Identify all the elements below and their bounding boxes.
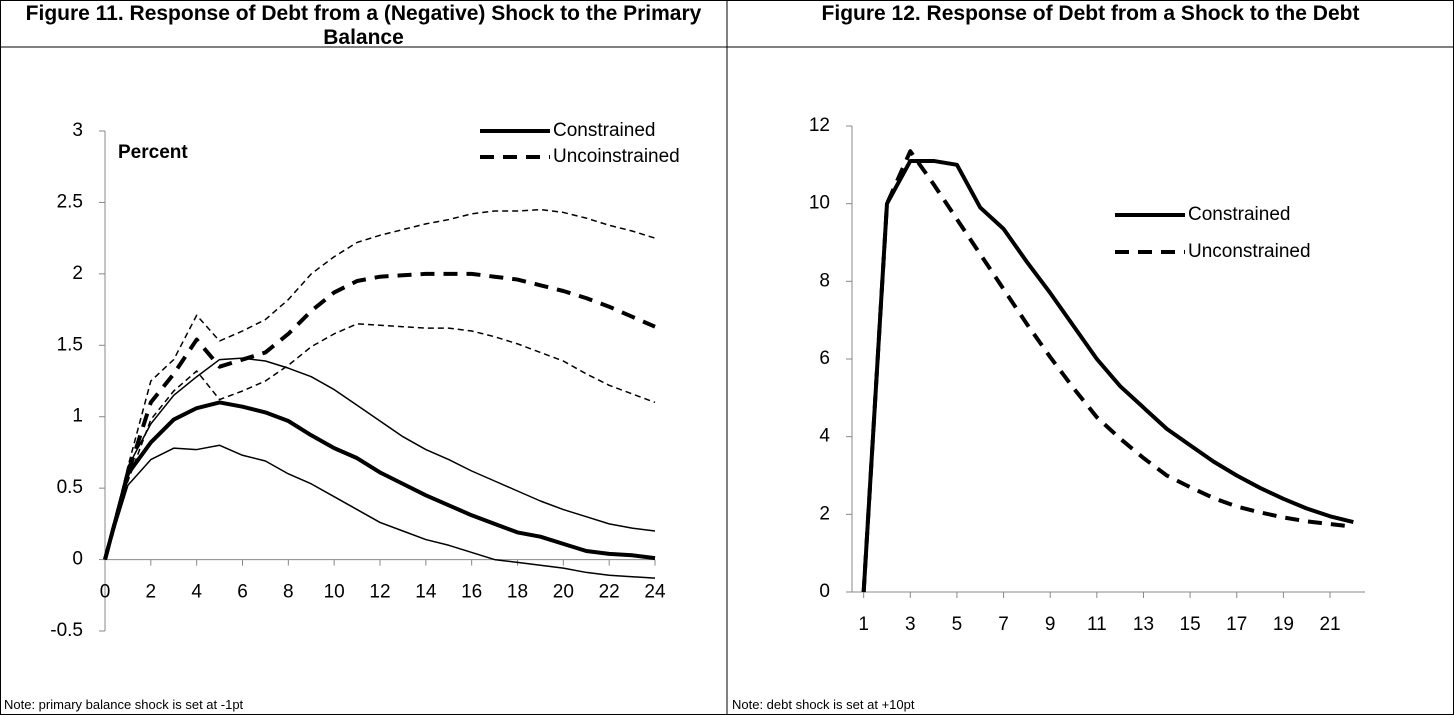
x-tick-label: 21: [1319, 614, 1340, 635]
series-line: [104, 357, 656, 560]
x-tick-label: 17: [1226, 614, 1247, 635]
y-tick-label: 3: [72, 120, 83, 141]
series-line: [861, 158, 1354, 593]
y-tick-label: 10: [809, 193, 830, 214]
x-tick-label: 15: [1180, 614, 1201, 635]
x-tick-label: 9: [1045, 614, 1056, 635]
series-line: [104, 323, 656, 560]
x-tick-label: 12: [369, 582, 390, 603]
x-tick-label: 8: [283, 582, 294, 603]
series-line: [103, 400, 656, 561]
y-tick-label: 0: [819, 581, 830, 602]
x-tick-label: 11: [1087, 614, 1107, 635]
x-tick-label: 20: [553, 582, 574, 603]
y-tick-label: 2.5: [57, 191, 83, 212]
x-tick-label: 1: [858, 614, 869, 635]
x-tick-label: 3: [905, 614, 916, 635]
y-tick-label: 2: [72, 263, 83, 284]
x-tick-label: 22: [599, 582, 620, 603]
y-tick-label: -0.5: [50, 620, 83, 641]
series-line: [104, 208, 656, 560]
x-tick-label: 2: [146, 582, 157, 603]
y-tick-label: 8: [819, 270, 830, 291]
x-tick-label: 16: [461, 582, 482, 603]
x-tick-label: 5: [952, 614, 963, 635]
y-tick-label: 12: [809, 115, 830, 136]
legend-label: Constrained: [1188, 204, 1290, 225]
y-tick-label: 0: [72, 549, 83, 570]
legend-label: Uncoinstrained: [553, 146, 680, 167]
legend-label: Constrained: [553, 120, 655, 141]
legend-label: Unconstrained: [1188, 241, 1311, 262]
x-tick-label: 4: [191, 582, 202, 603]
x-tick-label: 24: [644, 582, 666, 603]
annotation: Percent: [118, 142, 188, 163]
y-tick-label: 1.5: [57, 334, 83, 355]
x-tick-label: 10: [324, 582, 345, 603]
chart-title: Figure 12. Response of Debt from a Shock…: [821, 2, 1360, 25]
x-tick-label: 0: [100, 582, 111, 603]
y-tick-label: 4: [819, 426, 830, 447]
series-line: [103, 271, 656, 561]
x-tick-label: 14: [415, 582, 437, 603]
series-line: [861, 149, 1354, 593]
y-tick-label: 1: [72, 406, 83, 427]
x-tick-label: 7: [998, 614, 1009, 635]
x-tick-label: 13: [1133, 614, 1154, 635]
series-line: [104, 444, 656, 579]
y-tick-label: 6: [819, 348, 830, 369]
y-tick-label: 0.5: [57, 477, 83, 498]
x-tick-label: 19: [1273, 614, 1294, 635]
y-tick-label: 2: [819, 503, 830, 524]
x-tick-label: 6: [237, 582, 248, 603]
x-tick-label: 18: [507, 582, 528, 603]
chart-title: Figure 11. Response of Debt from a (Nega…: [25, 2, 702, 49]
note: Note: debt shock is set at +10pt: [732, 697, 915, 712]
note: Note: primary balance shock is set at -1…: [4, 697, 244, 712]
